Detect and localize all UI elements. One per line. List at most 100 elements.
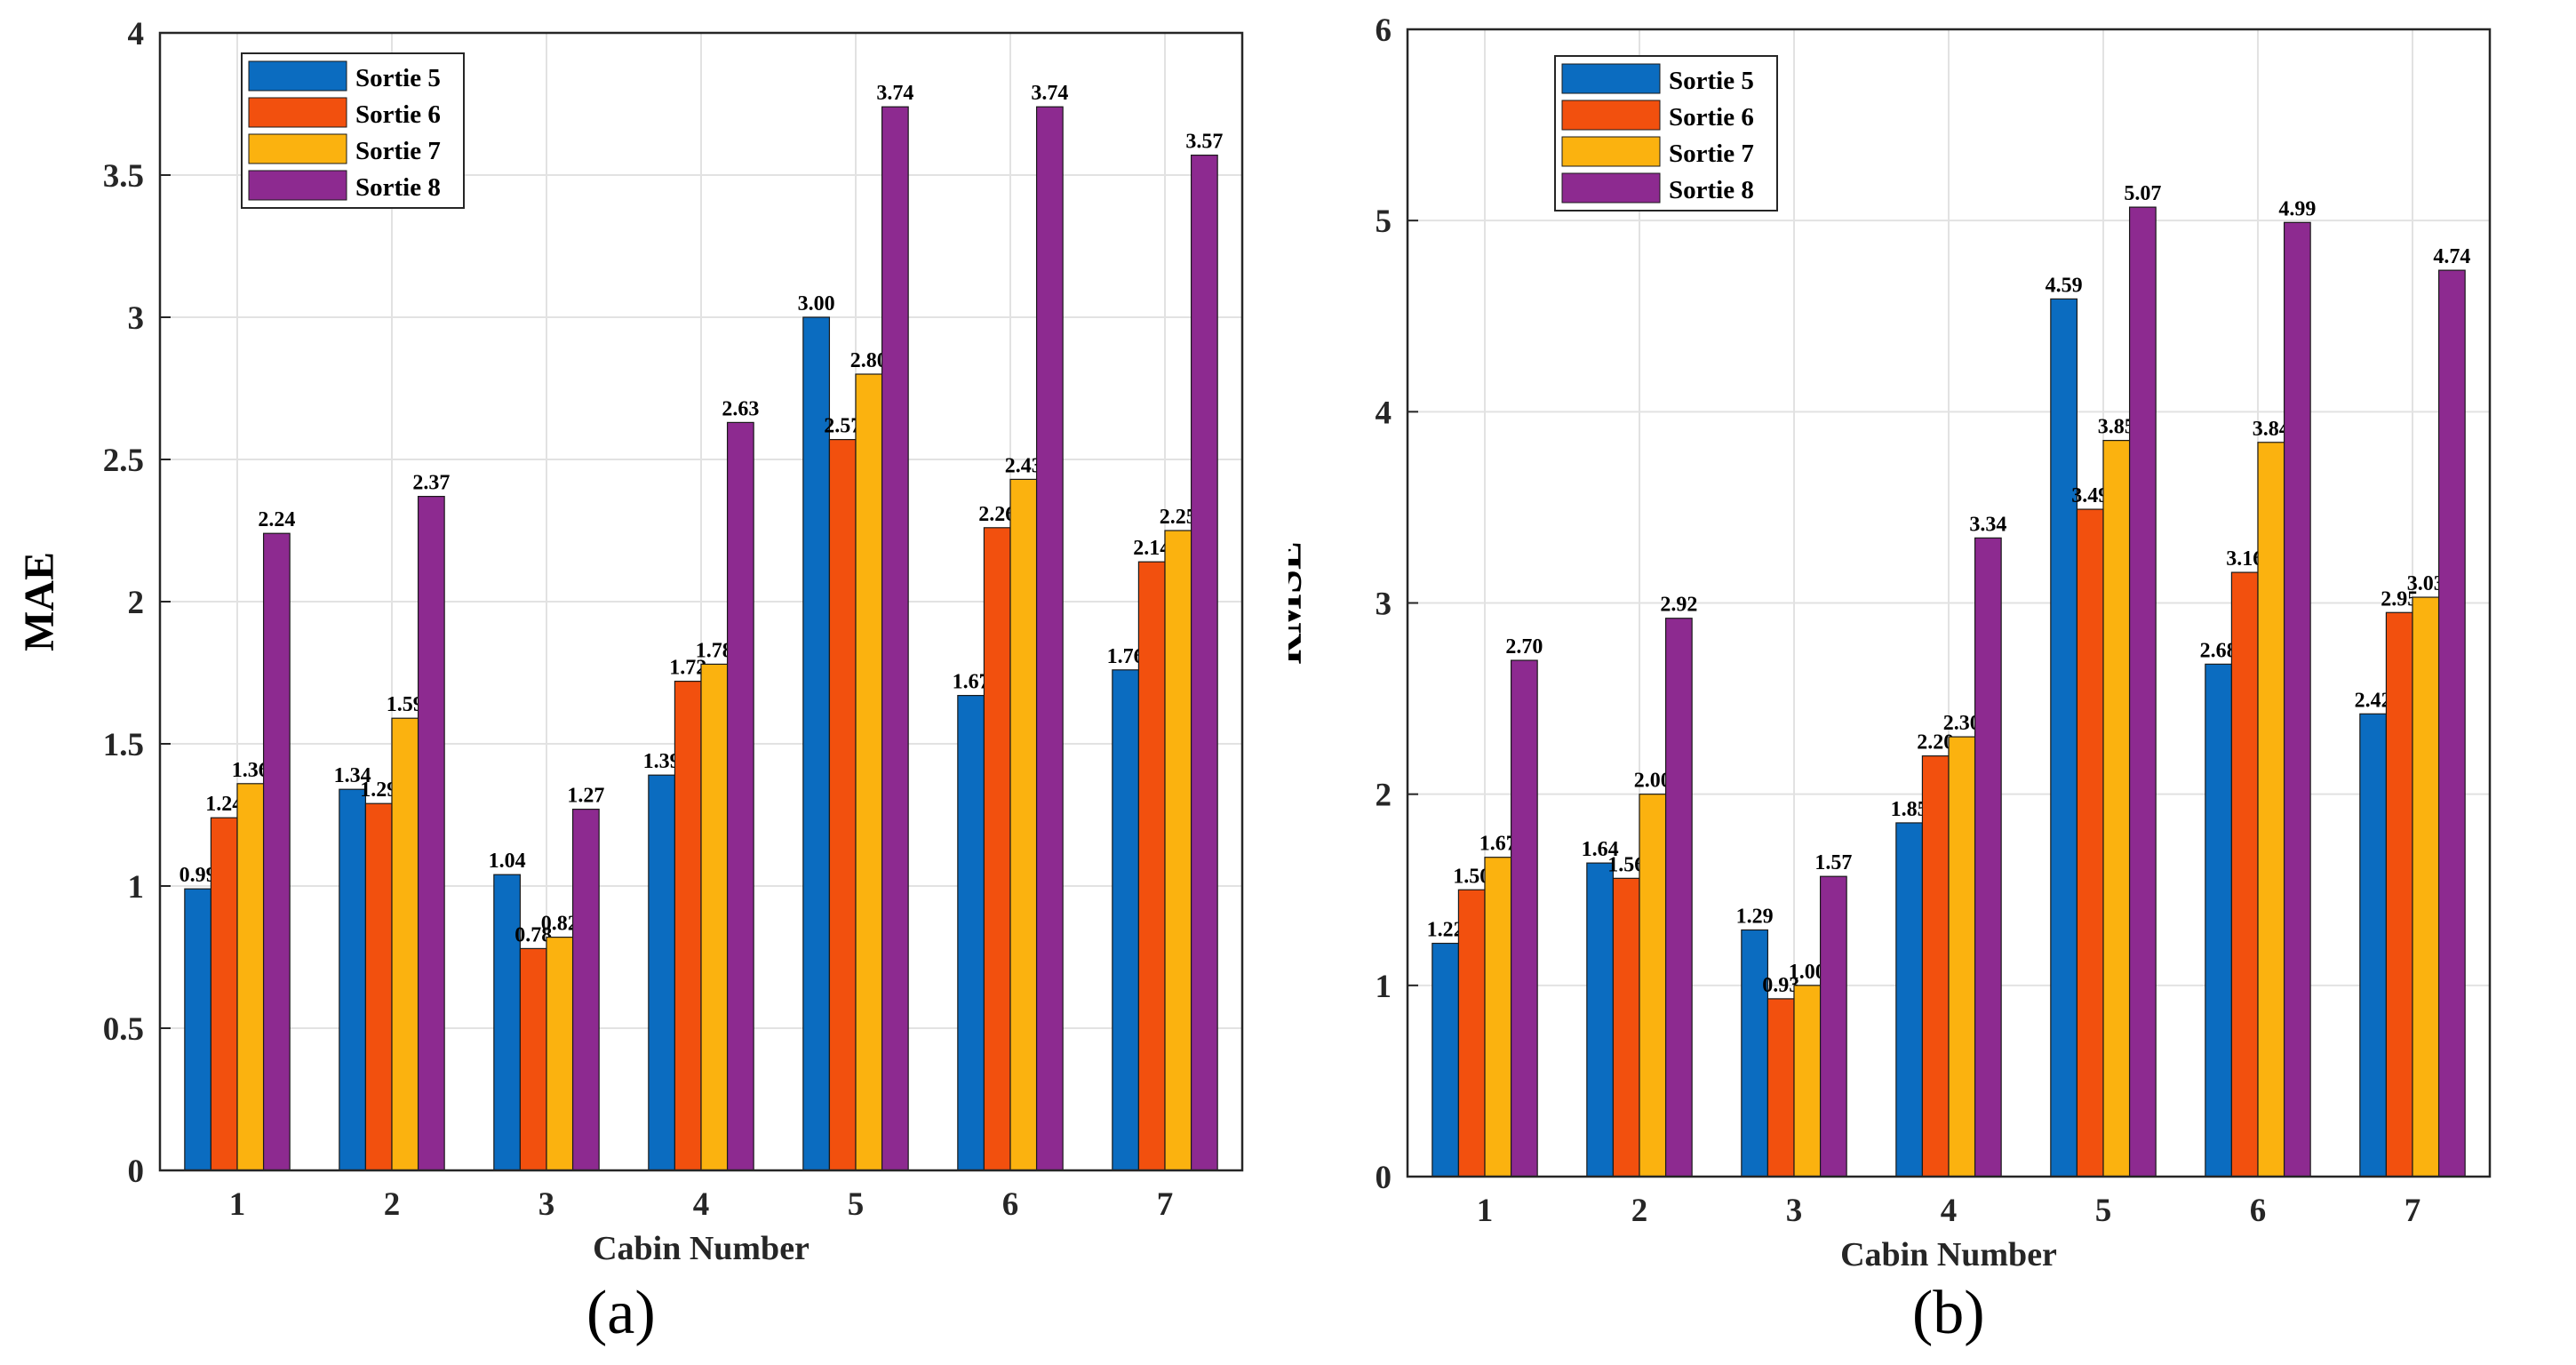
bar bbox=[1432, 942, 1460, 1177]
x-tick-label: 5 bbox=[848, 1186, 865, 1223]
x-tick-label: 4 bbox=[1941, 1193, 1958, 1229]
bar bbox=[262, 532, 291, 1171]
bar bbox=[2076, 508, 2104, 1177]
legend-swatch bbox=[1561, 136, 1661, 167]
legend-label: Sortie 7 bbox=[355, 137, 441, 165]
panel-label-b: (b) bbox=[1912, 1279, 1985, 1347]
legend-label: Sortie 7 bbox=[1669, 140, 1754, 168]
bar bbox=[1009, 478, 1038, 1171]
axes-box bbox=[158, 31, 1244, 1172]
y-tick-label: 6 bbox=[1376, 12, 1392, 49]
bar-value-label: 2.37 bbox=[412, 472, 450, 495]
bar bbox=[417, 495, 445, 1171]
bar-value-label: 3.03 bbox=[2407, 572, 2444, 595]
legend-swatch bbox=[1561, 63, 1661, 94]
y-tick-label: 4 bbox=[1376, 395, 1392, 431]
bar-value-label: 1.78 bbox=[696, 639, 733, 662]
legend-label: Sortie 6 bbox=[1669, 103, 1754, 132]
bar bbox=[2412, 596, 2440, 1177]
bar-value-label: 2.30 bbox=[1943, 712, 1981, 735]
bar bbox=[983, 527, 1011, 1171]
bar-value-label: 1.34 bbox=[334, 764, 371, 787]
bar-value-label: 1.57 bbox=[1814, 851, 1852, 874]
x-tick-label: 3 bbox=[538, 1186, 555, 1223]
bar bbox=[700, 663, 729, 1171]
bar-value-label: 1.50 bbox=[1453, 865, 1490, 888]
y-tick-label: 2 bbox=[1376, 778, 1392, 814]
bar bbox=[802, 316, 831, 1171]
bar bbox=[1948, 736, 1976, 1177]
bar bbox=[1793, 985, 1822, 1177]
legend-label: Sortie 5 bbox=[1669, 67, 1754, 95]
bar bbox=[519, 947, 547, 1171]
bar-value-label: 4.99 bbox=[2278, 197, 2316, 220]
bar-value-label: 1.27 bbox=[567, 785, 604, 808]
y-tick-label: 0.5 bbox=[103, 1011, 144, 1048]
bar bbox=[881, 106, 909, 1171]
bar-value-label: 3.57 bbox=[1185, 131, 1223, 154]
bar-value-label: 1.67 bbox=[1479, 833, 1517, 856]
bar-value-label: 1.59 bbox=[387, 693, 424, 716]
bar-value-label: 3.74 bbox=[876, 82, 913, 105]
legend-swatch bbox=[248, 170, 347, 201]
bar bbox=[2230, 571, 2259, 1177]
legend-swatch bbox=[248, 133, 347, 164]
bar-value-label: 2.95 bbox=[2381, 587, 2418, 611]
x-tick-label: 5 bbox=[2095, 1193, 2112, 1229]
bar-value-label: 2.63 bbox=[722, 397, 759, 420]
bar bbox=[364, 802, 393, 1171]
bar bbox=[1510, 659, 1538, 1177]
y-tick-label: 4 bbox=[128, 16, 145, 52]
bar bbox=[674, 680, 702, 1171]
bar bbox=[1895, 822, 1924, 1177]
bar-value-label: 0.82 bbox=[541, 913, 578, 936]
x-tick-label: 3 bbox=[1786, 1193, 1803, 1229]
bar-value-label: 2.14 bbox=[1133, 537, 1170, 560]
bar-value-label: 3.34 bbox=[1969, 513, 2006, 536]
bar-value-label: 3.74 bbox=[1031, 82, 1068, 105]
x-tick-label: 4 bbox=[693, 1186, 710, 1223]
bar bbox=[828, 439, 857, 1171]
x-axis-label: Cabin Number bbox=[1840, 1236, 2057, 1273]
y-axis-label: MAE bbox=[16, 552, 63, 651]
bar bbox=[1112, 669, 1140, 1171]
bar-value-label: 2.92 bbox=[1660, 594, 1697, 617]
bar-value-label: 0.99 bbox=[179, 864, 217, 887]
bar bbox=[2385, 611, 2413, 1177]
bar-value-label: 3.84 bbox=[2253, 418, 2290, 441]
panel-label-a: (a) bbox=[586, 1279, 656, 1347]
bar-value-label: 2.24 bbox=[258, 508, 295, 531]
bar bbox=[1741, 929, 1769, 1177]
bar-value-label: 2.68 bbox=[2200, 639, 2237, 662]
legend-label: Sortie 8 bbox=[1669, 176, 1754, 204]
legend-label: Sortie 8 bbox=[355, 173, 441, 202]
bar-value-label: 3.49 bbox=[2071, 484, 2109, 507]
bar bbox=[957, 694, 985, 1171]
bar bbox=[1164, 530, 1192, 1171]
x-tick-label: 1 bbox=[1477, 1193, 1494, 1229]
y-tick-label: 1 bbox=[128, 869, 145, 906]
bar-value-label: 1.56 bbox=[1607, 853, 1645, 876]
bar bbox=[2359, 713, 2388, 1177]
bar-value-label: 1.00 bbox=[1789, 961, 1826, 984]
x-tick-label: 2 bbox=[384, 1186, 401, 1223]
x-tick-label: 6 bbox=[1002, 1186, 1019, 1223]
y-tick-label: 1.5 bbox=[103, 727, 144, 763]
x-axis-label: Cabin Number bbox=[593, 1230, 809, 1267]
bar-value-label: 2.20 bbox=[1917, 731, 1954, 754]
x-tick-label: 6 bbox=[2250, 1193, 2267, 1229]
bar-value-label: 1.24 bbox=[205, 793, 243, 816]
bar-value-label: 3.85 bbox=[2098, 416, 2135, 439]
bar bbox=[1035, 106, 1064, 1171]
bar bbox=[1457, 889, 1486, 1177]
bar-value-label: 1.04 bbox=[489, 850, 526, 873]
bar bbox=[1190, 155, 1218, 1171]
bar bbox=[1137, 561, 1166, 1171]
bar bbox=[339, 788, 367, 1171]
bar bbox=[2050, 298, 2078, 1177]
bar-value-label: 3.16 bbox=[2226, 547, 2263, 571]
bar bbox=[855, 373, 883, 1171]
bar-value-label: 1.76 bbox=[1107, 645, 1144, 668]
bar-value-label: 2.42 bbox=[2355, 689, 2392, 712]
bar bbox=[571, 808, 600, 1171]
